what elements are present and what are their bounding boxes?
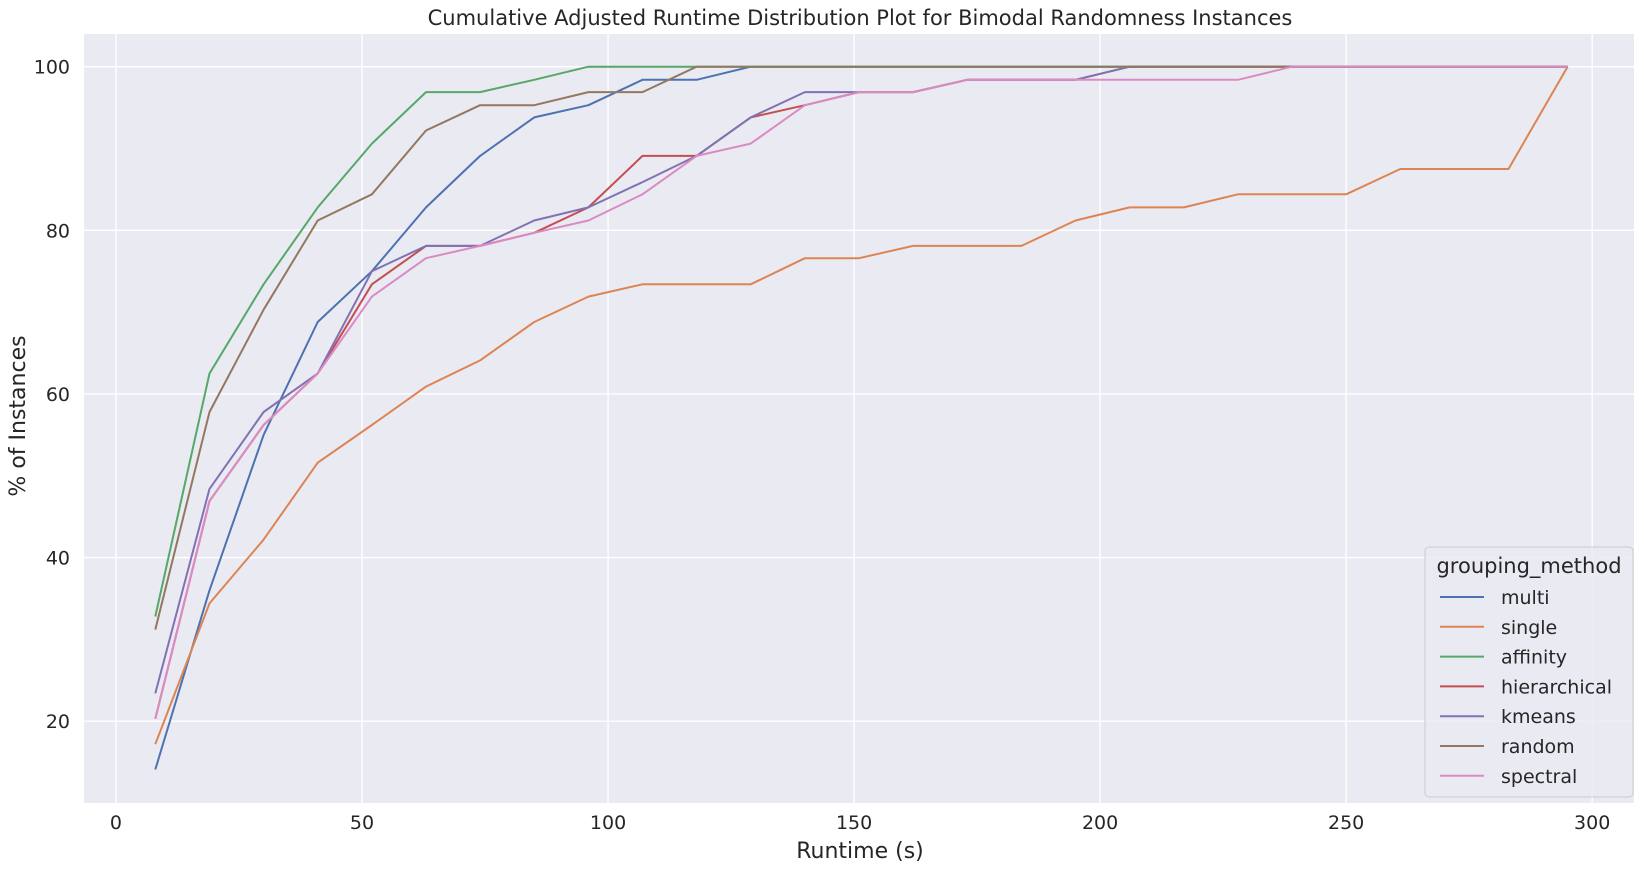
legend-label-multi: multi xyxy=(1501,587,1550,609)
legend-title: grouping_method xyxy=(1436,554,1621,579)
x-tick-label: 0 xyxy=(110,812,122,834)
legend-label-kmeans: kmeans xyxy=(1501,706,1576,728)
y-tick-label: 80 xyxy=(46,220,70,242)
x-tick-label: 200 xyxy=(1082,812,1118,834)
series-line-single xyxy=(154,66,1569,745)
y-tick-label: 60 xyxy=(46,384,70,406)
x-tick-label: 150 xyxy=(836,812,872,834)
legend: grouping_method multi single affinity hiera… xyxy=(1424,546,1634,798)
x-tick-label: 50 xyxy=(350,812,374,834)
x-tick-label: 250 xyxy=(1328,812,1364,834)
legend-label-affinity: affinity xyxy=(1501,647,1567,669)
legend-items: multi single affinity hierarchical kmeans ran… xyxy=(1440,587,1612,788)
legend-label-single: single xyxy=(1501,617,1557,639)
series-lines xyxy=(154,65,1569,770)
x-tick-label: 300 xyxy=(1574,812,1610,834)
legend-label-hierarchical: hierarchical xyxy=(1501,676,1612,698)
x-tick-labels: 0 50 100 150 200 250 300 xyxy=(110,812,1610,834)
legend-label-spectral: spectral xyxy=(1501,766,1577,788)
series-line-spectral xyxy=(154,65,1568,719)
legend-frame xyxy=(1424,546,1634,798)
y-axis-label: % of Instances xyxy=(6,335,31,496)
x-axis-label: Runtime (s) xyxy=(796,839,924,864)
y-tick-label: 100 xyxy=(34,57,70,79)
plot-area xyxy=(84,34,1634,803)
y-tick-labels: 20 40 60 80 100 xyxy=(34,57,70,733)
y-tick-label: 40 xyxy=(46,548,70,570)
chart-title: Cumulative Adjusted Runtime Distribution… xyxy=(428,6,1293,30)
legend-label-random: random xyxy=(1501,736,1575,758)
y-tick-label: 20 xyxy=(46,711,70,733)
plot-background xyxy=(84,34,1634,803)
x-tick-label: 100 xyxy=(590,812,626,834)
grid xyxy=(84,34,1634,803)
